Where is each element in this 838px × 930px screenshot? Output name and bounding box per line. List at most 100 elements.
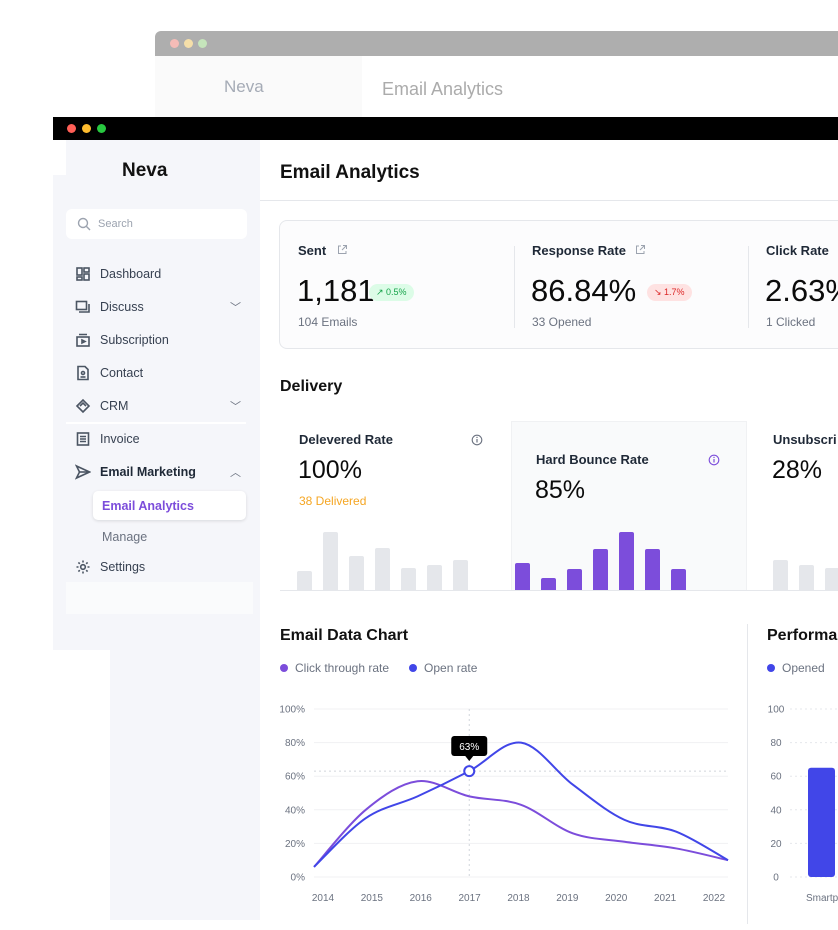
legend-dot-ctr xyxy=(280,664,288,672)
delivery-bar xyxy=(593,549,608,590)
delivery-bar xyxy=(773,560,788,590)
chevron-up-icon[interactable]: ︿ xyxy=(230,467,241,479)
sidebar-item-subscription[interactable]: Subscription xyxy=(75,329,241,351)
back-sidebar xyxy=(155,56,362,121)
page-title: Email Analytics xyxy=(280,162,420,183)
performance-title: Performa xyxy=(767,627,838,644)
search-icon xyxy=(77,217,91,231)
sidebar-item-email-marketing[interactable]: Email Marketing ︿ xyxy=(75,461,241,483)
x-tick-label: 2015 xyxy=(361,893,384,904)
delivery-bar xyxy=(567,569,582,590)
delivery-card-label: Unsubscri xyxy=(773,432,837,447)
y-tick-label: 40% xyxy=(285,805,305,816)
delivery-bar xyxy=(619,532,634,590)
stat-sub: 104 Emails xyxy=(298,315,358,329)
sidebar-item-discuss[interactable]: Discuss ﹀ xyxy=(75,296,241,318)
close-dot-icon[interactable] xyxy=(67,124,76,133)
delivery-bar xyxy=(515,563,530,590)
maximize-dot-icon xyxy=(198,39,207,48)
main-content: Email Analytics Sent 1,181 ↗ 0.5% 104 Ema… xyxy=(260,140,838,924)
delivery-card-label: Delevered Rate xyxy=(299,432,393,447)
external-link-icon[interactable] xyxy=(337,244,348,255)
dashboard-icon xyxy=(76,267,90,281)
x-tick-label: 2017 xyxy=(459,893,482,904)
gear-icon xyxy=(76,560,90,574)
external-link-icon[interactable] xyxy=(635,244,646,255)
tooltip-label: 63% xyxy=(459,742,479,753)
y-tick-label: 80% xyxy=(285,738,305,749)
y-tick-label: 60% xyxy=(285,772,305,783)
chevron-down-icon[interactable]: ﹀ xyxy=(230,302,241,314)
legend-dot-opened xyxy=(767,664,775,672)
legend-open: Open rate xyxy=(424,661,478,675)
legend-opened: Opened xyxy=(782,661,825,675)
sidebar-item-settings[interactable]: Settings xyxy=(75,556,241,578)
line-chart: 0% 20% 40% 60% 80% 100% 2014 2015 2016 2017 2018 20… xyxy=(279,705,838,904)
search-box[interactable]: Search xyxy=(66,209,247,239)
x-tick-label: 2021 xyxy=(654,893,677,904)
delivery-bar xyxy=(645,549,660,590)
sidebar-item-crm[interactable]: CRM ﹀ xyxy=(75,395,241,417)
info-icon[interactable] xyxy=(708,454,720,466)
back-window-titlebar xyxy=(155,31,838,56)
y-tick-label: 100% xyxy=(279,705,305,716)
delivery-card-value: 28% xyxy=(772,456,823,484)
stat-value: 1,181 xyxy=(297,273,375,308)
search-input[interactable]: Search xyxy=(98,218,133,230)
sidebar-item-dashboard[interactable]: Dashboard xyxy=(75,263,241,285)
close-dot-icon xyxy=(170,39,179,48)
delivery-title: Delivery xyxy=(280,378,343,395)
info-icon[interactable] xyxy=(471,434,483,446)
back-brand: Neva xyxy=(224,77,264,96)
minimize-dot-icon xyxy=(184,39,193,48)
delivery-bar xyxy=(541,578,556,590)
x-tick-label: 2014 xyxy=(312,893,335,904)
stat-sub: 1 Clicked xyxy=(766,315,816,329)
change-badge: ↗ 0.5% xyxy=(369,284,414,301)
background-window: Neva Email Analytics xyxy=(155,31,838,121)
delivery-bar xyxy=(799,565,814,590)
sidebar-item-contact[interactable]: Contact xyxy=(75,362,241,384)
sidebar: Neva Search Dashboard Discuss ﹀ Subscriptio… xyxy=(53,140,260,930)
x-tick-label: 2019 xyxy=(556,893,579,904)
x-tick-label: 2016 xyxy=(410,893,433,904)
minimize-dot-icon[interactable] xyxy=(82,124,91,133)
chat-icon xyxy=(75,300,90,313)
stats-card: Sent 1,181 ↗ 0.5% 104 Emails Response Rate… xyxy=(279,220,838,349)
legend-ctr: Click through rate xyxy=(295,661,390,675)
legend-dot-open xyxy=(409,664,418,672)
send-icon xyxy=(75,464,91,480)
stat-label: Response Rate xyxy=(532,243,626,258)
stat-value: 2.63% xyxy=(765,273,838,308)
maximize-dot-icon[interactable] xyxy=(97,124,106,133)
data-point[interactable] xyxy=(463,765,476,778)
y-tick-label: 40 xyxy=(770,805,782,816)
subnav-manage[interactable]: Manage xyxy=(102,530,148,544)
series-line-click-through-rate xyxy=(313,780,729,868)
delivery-bar xyxy=(453,560,468,590)
perf-legend: Opened xyxy=(767,661,825,675)
contact-icon xyxy=(77,365,89,381)
stat-value: 86.84% xyxy=(531,273,637,308)
y-tick-label: 20% xyxy=(285,839,305,850)
sidebar-item-invoice[interactable]: Invoice xyxy=(75,428,241,450)
delivery-bar xyxy=(427,565,442,590)
series-line-open-rate xyxy=(313,741,729,868)
back-title: Email Analytics xyxy=(382,79,504,99)
subnav-email-analytics[interactable]: Email Analytics xyxy=(93,491,246,520)
delivery-bar xyxy=(401,568,416,590)
delivery-bar xyxy=(349,556,364,590)
stat-label: Sent xyxy=(298,243,327,258)
delivery-bar xyxy=(375,548,390,590)
delivery-bar xyxy=(323,532,338,590)
y-tick-label: 20 xyxy=(770,839,782,850)
stat-label: Click Rate xyxy=(766,243,829,258)
delivery-card-value: 85% xyxy=(535,476,586,504)
x-tick-label: 2020 xyxy=(605,893,628,904)
delivery-bar xyxy=(825,568,838,590)
subscription-icon xyxy=(76,333,90,347)
brand-logo: Neva xyxy=(122,160,168,181)
stat-sub: 33 Opened xyxy=(532,315,592,329)
y-tick-label: 0 xyxy=(773,873,779,884)
chevron-down-icon[interactable]: ﹀ xyxy=(230,401,241,413)
